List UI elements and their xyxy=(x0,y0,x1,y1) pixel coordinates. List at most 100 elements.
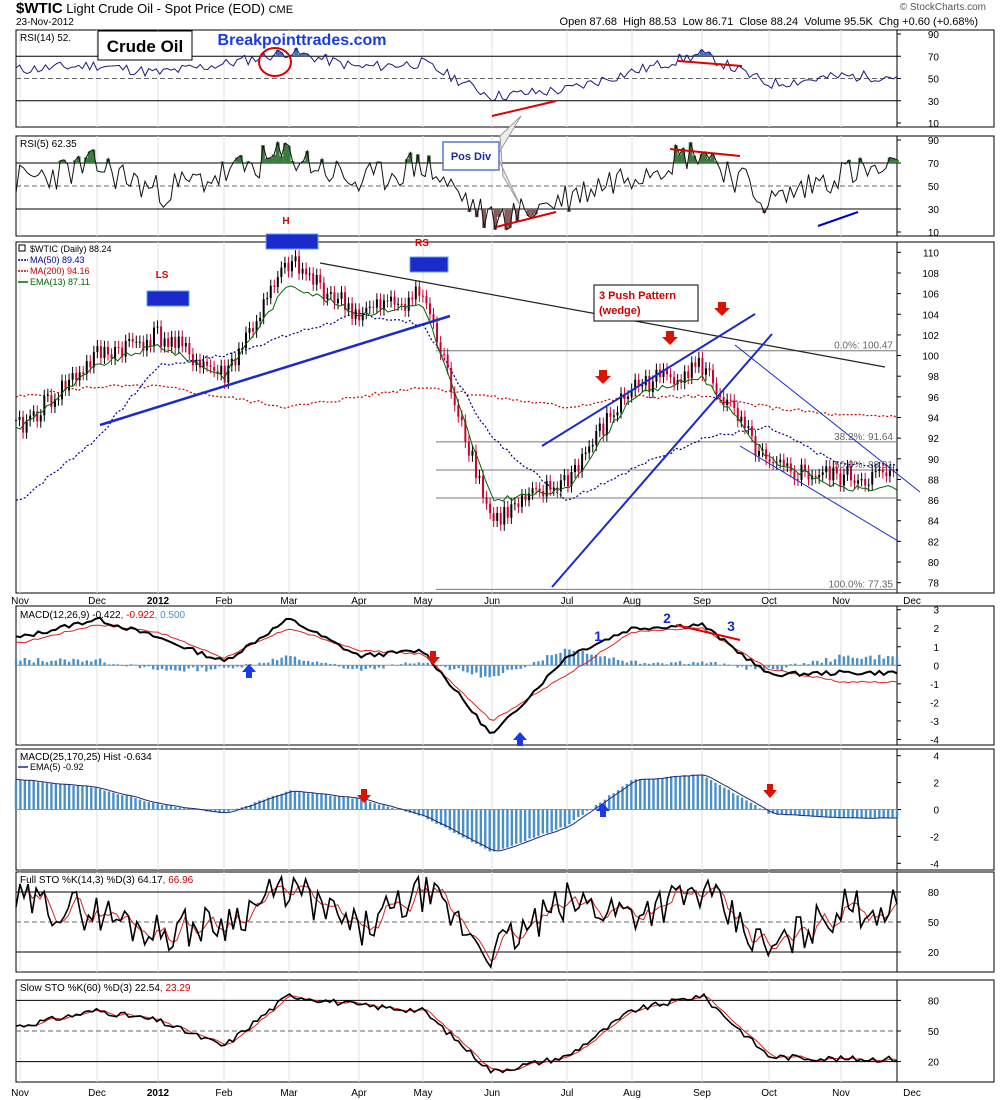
chg-label: Chg xyxy=(878,16,900,28)
macd-count-label: 2 xyxy=(663,610,671,626)
price-x-label: Aug xyxy=(623,596,641,607)
close-value: 88.24 xyxy=(770,16,799,28)
macd-hist2-bar xyxy=(32,780,35,810)
price-candle-body xyxy=(191,354,194,366)
macd-hist2-bar xyxy=(59,784,62,810)
chart-title: $WTIC Light Crude Oil - Spot Price (EOD)… xyxy=(16,0,293,17)
price-candle-body xyxy=(436,322,439,343)
price-candle-body xyxy=(478,475,481,478)
macd-hist2-bar xyxy=(165,805,168,810)
macd-tick-label: 0 xyxy=(933,661,939,672)
macd-hist-bar xyxy=(76,659,80,666)
macd-hist-bar xyxy=(585,653,589,666)
macd-hist2-bar xyxy=(670,776,673,810)
macd-hist2-bar xyxy=(709,780,713,810)
macd-hist2-bar xyxy=(847,809,850,818)
price-candle-body xyxy=(874,471,877,473)
price-x-label: Jun xyxy=(484,596,500,607)
price-candle-body xyxy=(145,340,148,351)
low-value: 86.71 xyxy=(705,16,734,28)
macd-hist2-bar xyxy=(430,809,434,822)
macd-hist-bar xyxy=(855,658,859,666)
slow-sto-label: Slow STO %K(60) %D(3) 22.54, 23.29 xyxy=(20,983,191,994)
price-candle-body xyxy=(694,362,697,367)
macd-hist-bar xyxy=(457,665,460,669)
macd-hist-bar xyxy=(878,654,881,666)
price-candle-body xyxy=(853,480,856,484)
macd-hist2-bar xyxy=(156,803,159,810)
macd-hist2-bar xyxy=(444,809,447,828)
price-tick-label: 102 xyxy=(922,331,939,342)
macd-hist2-bar xyxy=(740,797,744,810)
full-sto-tick-label: 20 xyxy=(928,948,940,959)
price-candle-body xyxy=(712,370,715,384)
price-candle-body xyxy=(818,475,821,478)
macd-label: MACD(12,26,9) -0.422, -0.922, 0.500 xyxy=(20,610,186,621)
macd-hist2-bar xyxy=(306,793,310,810)
macd-hist-bar xyxy=(311,662,314,666)
macd-hist-bar xyxy=(798,665,801,666)
price-candle-body xyxy=(680,380,683,384)
price-candle-body xyxy=(432,314,435,323)
macd-hist-bar xyxy=(36,658,40,666)
rsi14-tick-label: 50 xyxy=(928,75,940,86)
rsi5-tick-label: 10 xyxy=(928,228,940,239)
price-candle-body xyxy=(428,303,431,315)
macd-hist-bar xyxy=(608,658,611,666)
macd-hist2-bar xyxy=(324,794,328,810)
macd-hist-bar xyxy=(364,665,367,669)
price-candle-body xyxy=(131,338,134,342)
macd-hist2-bar xyxy=(838,809,841,819)
macd-hist2-bar xyxy=(360,799,363,810)
macd-hist-bar xyxy=(302,660,305,666)
macd-hist2-bar xyxy=(174,806,177,810)
macd-hist-bar xyxy=(187,665,190,669)
full-sto-k-line xyxy=(15,874,898,969)
price-candle-body xyxy=(482,475,485,498)
macd-hist2-bar xyxy=(869,809,872,819)
macd-hist2-bar xyxy=(85,786,89,810)
macd-hist-bar xyxy=(634,660,637,666)
price-candle-body xyxy=(75,373,78,381)
macd-hist-bar xyxy=(306,660,310,666)
price-candle-body xyxy=(393,296,396,305)
price-candle-body xyxy=(510,504,513,518)
price-candle-body xyxy=(627,396,630,399)
macd-hist2-bar xyxy=(448,809,452,831)
price-candle-body xyxy=(669,374,672,378)
macd-hist2-bar xyxy=(723,787,726,810)
price-candle-body xyxy=(612,415,615,417)
price-candle-body xyxy=(269,285,272,299)
macd-hist2-bar xyxy=(90,787,93,810)
macd-hist-bar xyxy=(497,665,500,676)
macd-hist-bar xyxy=(492,665,496,677)
price-candle-body xyxy=(697,357,700,367)
macd-hist2-bar xyxy=(554,809,558,830)
price-candle-body xyxy=(68,379,71,390)
price-tick-label: 80 xyxy=(928,558,940,569)
rsi5-tick-label: 90 xyxy=(928,136,940,147)
macd-hist2-bar xyxy=(572,809,576,821)
macd-hist2-bar xyxy=(152,802,155,810)
price-candle-body xyxy=(708,368,711,371)
macd-hist-bar xyxy=(267,662,270,666)
price-x-label: Jul xyxy=(561,596,574,607)
macd-hist2-bar xyxy=(652,778,655,810)
macd-hist-bar xyxy=(439,665,443,667)
macd-panel-scale-box xyxy=(896,605,995,746)
macd-hist2-bar xyxy=(183,808,186,810)
down-arrow-icon xyxy=(714,302,730,316)
macd-hist-bar xyxy=(360,665,363,671)
macd-hist2-bar xyxy=(129,796,133,810)
macd-hist-bar xyxy=(218,665,221,667)
macd-hist-bar xyxy=(14,659,18,666)
macd-hist-bar xyxy=(227,665,230,668)
macd-hist-bar xyxy=(391,664,394,666)
price-candle-body xyxy=(174,336,177,348)
open-value: 87.68 xyxy=(589,16,618,28)
price-candle-body xyxy=(128,338,131,341)
macd-count-label: 1 xyxy=(594,628,602,644)
price-tick-label: 82 xyxy=(928,537,940,548)
price-candle-body xyxy=(704,368,707,375)
bottom-x-label: Dec xyxy=(903,1088,921,1099)
